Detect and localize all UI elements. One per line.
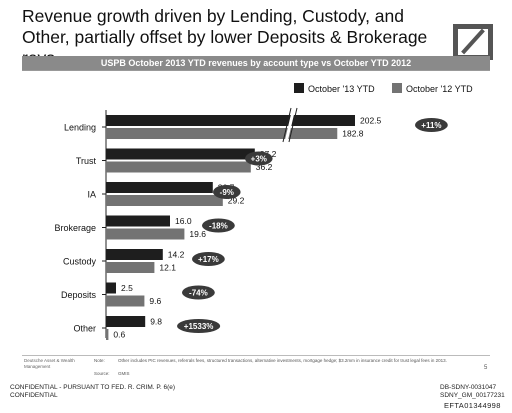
- change-badge: [177, 319, 221, 333]
- category-label: Trust: [76, 156, 97, 166]
- change-badge: [415, 118, 448, 132]
- bar: [106, 215, 170, 227]
- bar-value-label: 19.6: [189, 229, 206, 239]
- bar-chart: October '13 YTD October '12 YTD Lending 202…: [54, 83, 473, 340]
- change-badge-label: +11%: [421, 121, 441, 130]
- change-badge: [192, 252, 225, 266]
- legend-label-1: October '12 YTD: [406, 84, 473, 94]
- legend-swatch-1: [392, 83, 402, 93]
- bates-id-1: DB-SDNY-0031047: [440, 384, 497, 391]
- bar: [106, 228, 185, 240]
- change-badge: [244, 151, 273, 166]
- bar: [106, 329, 109, 340]
- footer-source: GMIS: [118, 371, 130, 376]
- change-badge-label: -18%: [209, 222, 228, 231]
- bar: [106, 182, 213, 193]
- bar: [106, 282, 116, 294]
- category-label: Deposits: [61, 290, 97, 300]
- bar-value-label: 16.0: [175, 216, 192, 226]
- change-badge: [213, 185, 241, 199]
- category-label: Brokerage: [54, 223, 96, 233]
- bates-ids: DB-SDNY-0031047 SDNY_GM_00177231: [440, 384, 505, 400]
- page-number: 5: [484, 365, 488, 371]
- bar-value-label: 12.1: [159, 263, 176, 273]
- chart-title-banner: USPB October 2013 YTD revenues by accoun…: [22, 56, 490, 70]
- category-label: Custody: [63, 257, 97, 267]
- bar: [106, 316, 146, 327]
- bar-value-label: 0.6: [113, 330, 125, 340]
- confidential-line-1: CONFIDENTIAL - PURSUANT TO FED. R. CRIM.…: [10, 384, 176, 391]
- change-badge-label: +3%: [251, 155, 267, 164]
- bar-value-label: 14.2: [168, 250, 185, 260]
- change-badge: [182, 285, 215, 300]
- bar-value-label: 202.5: [360, 116, 382, 126]
- category-label: Lending: [64, 123, 96, 133]
- legend-label-0: October '13 YTD: [308, 84, 375, 94]
- bar: [106, 161, 251, 173]
- change-badge-label: +1533%: [184, 322, 214, 331]
- deutsche-bank-logo: [453, 24, 493, 60]
- footer-divider: [22, 355, 490, 356]
- bates-id-2: SDNY_GM_00177231: [440, 392, 505, 399]
- efta-id: EFTA01344998: [444, 401, 501, 410]
- bar: [106, 148, 255, 160]
- confidential-notice: CONFIDENTIAL - PURSUANT TO FED. R. CRIM.…: [10, 384, 175, 400]
- bar: [106, 195, 223, 206]
- category-label: Other: [73, 324, 96, 334]
- bar-value-label: 9.6: [149, 296, 161, 306]
- change-badge-label: -74%: [189, 289, 208, 298]
- footer-org-name: Deutsche Asset & Wealth Management: [24, 358, 75, 369]
- change-badge-label: +17%: [198, 255, 219, 264]
- bar: [106, 128, 338, 139]
- footer-note-label: Note:: [94, 358, 105, 363]
- legend-swatch-0: [294, 83, 304, 93]
- bar: [106, 262, 155, 273]
- bar: [106, 249, 163, 260]
- change-badge-label: -9%: [220, 188, 234, 197]
- bar: [106, 115, 355, 126]
- bar-value-label: 2.5: [121, 283, 133, 293]
- category-label: IA: [87, 190, 96, 200]
- bar-value-label: 182.8: [342, 129, 364, 139]
- change-badge: [202, 218, 235, 233]
- axis-break-mark-1: [282, 107, 292, 143]
- bar: [106, 295, 145, 307]
- bar-value-label: 36.2: [256, 162, 273, 172]
- axis-break-gap: [284, 107, 296, 143]
- bar-value-label: 29.2: [228, 196, 245, 206]
- confidential-line-2: CONFIDENTIAL: [10, 392, 58, 399]
- footer-source-label: Source:: [94, 371, 110, 376]
- footer-note: Other includes PIC revenues, referrals f…: [118, 358, 447, 363]
- banner-divider: [22, 70, 490, 71]
- bar-value-label: 9.8: [150, 317, 162, 327]
- axis-break-mark-2: [288, 107, 298, 143]
